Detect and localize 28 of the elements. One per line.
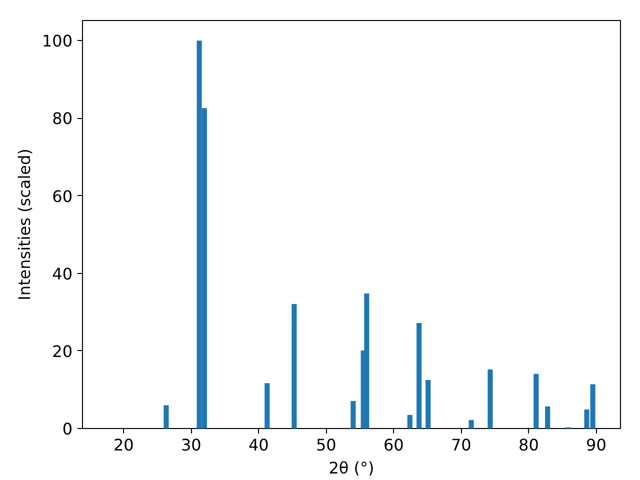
- bar: [350, 400, 356, 428]
- y-tick-label: 60: [52, 186, 72, 206]
- x-tick-label: 30: [181, 436, 202, 454]
- bar: [164, 405, 169, 428]
- bar: [534, 374, 539, 428]
- x-tick-label: 70: [451, 436, 472, 454]
- x-tick-label: 80: [518, 436, 539, 454]
- y-tick-label: 20: [52, 342, 72, 361]
- y-tick-label: 80: [52, 109, 72, 128]
- bar: [488, 370, 493, 428]
- bar: [426, 380, 431, 428]
- bar: [364, 294, 370, 428]
- bar: [416, 323, 422, 428]
- bar: [407, 414, 412, 428]
- bar: [468, 420, 474, 428]
- bar: [264, 383, 270, 428]
- y-axis-title: Intensities (scaled): [14, 148, 34, 300]
- x-tick-label: 50: [316, 436, 336, 454]
- y-tick-label: 40: [52, 264, 72, 284]
- x-tick-label: 40: [248, 436, 269, 454]
- x-axis-title: 2θ (°): [328, 458, 374, 478]
- x-tick-label: 60: [384, 436, 404, 454]
- bar: [545, 406, 550, 428]
- y-tick-label: 100: [42, 32, 73, 51]
- x-tick-label: 20: [113, 436, 134, 454]
- bar: [292, 304, 297, 428]
- x-tick-label: 90: [586, 436, 606, 454]
- y-tick-label: 0: [62, 420, 73, 438]
